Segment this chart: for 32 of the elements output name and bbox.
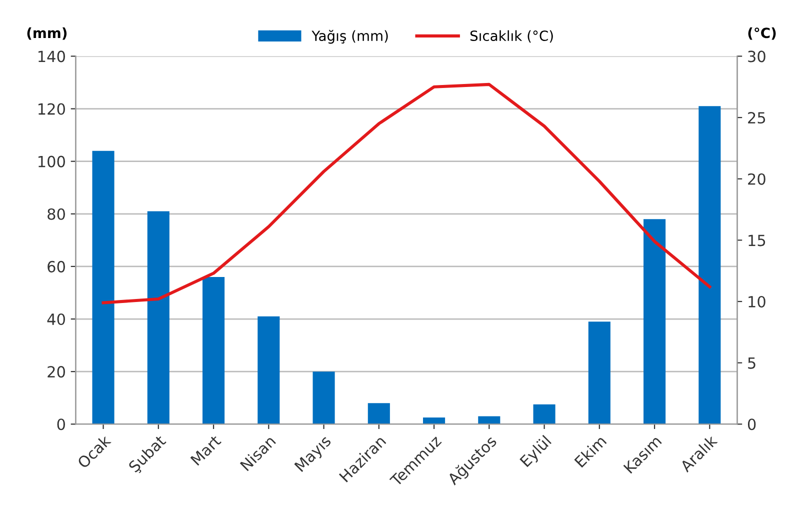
y2-tick-label: 20 [748,173,766,185]
legend-label: Sıcaklık (°C) [470,30,553,43]
bar [588,322,610,424]
y2-tick-label: 0 [748,418,756,430]
line-series [102,82,712,304]
y-tick-label: 100 [38,156,65,168]
y-tick-label: 40 [47,313,65,326]
bar [147,211,170,424]
y-tick-label: 80 [48,208,65,220]
y2-tick-label: 30 [748,50,766,62]
bar [423,418,446,424]
y2-tick-label: 25 [748,112,766,124]
y-tick-label: 120 [38,103,65,115]
y-tick-label: 60 [48,260,65,272]
y2-tick-label: 10 [748,296,766,308]
y2-tick-label: 5 [748,357,756,369]
bar [644,219,666,424]
y-axis-title: (mm) [27,27,67,40]
bar [258,316,280,424]
bar [92,150,114,424]
legend-label: Yağış (mm) [312,30,388,44]
y-tick-label: 20 [48,366,65,378]
y2-axis-title: (°C) [748,27,776,40]
bar [312,372,335,424]
bar [478,416,500,424]
bar [368,403,390,424]
bar [698,106,721,424]
bar [533,404,556,424]
y-tick-label: 140 [38,50,65,62]
y2-tick-label: 15 [748,234,766,246]
bar [202,276,225,424]
y-tick-label: 0 [57,418,65,430]
